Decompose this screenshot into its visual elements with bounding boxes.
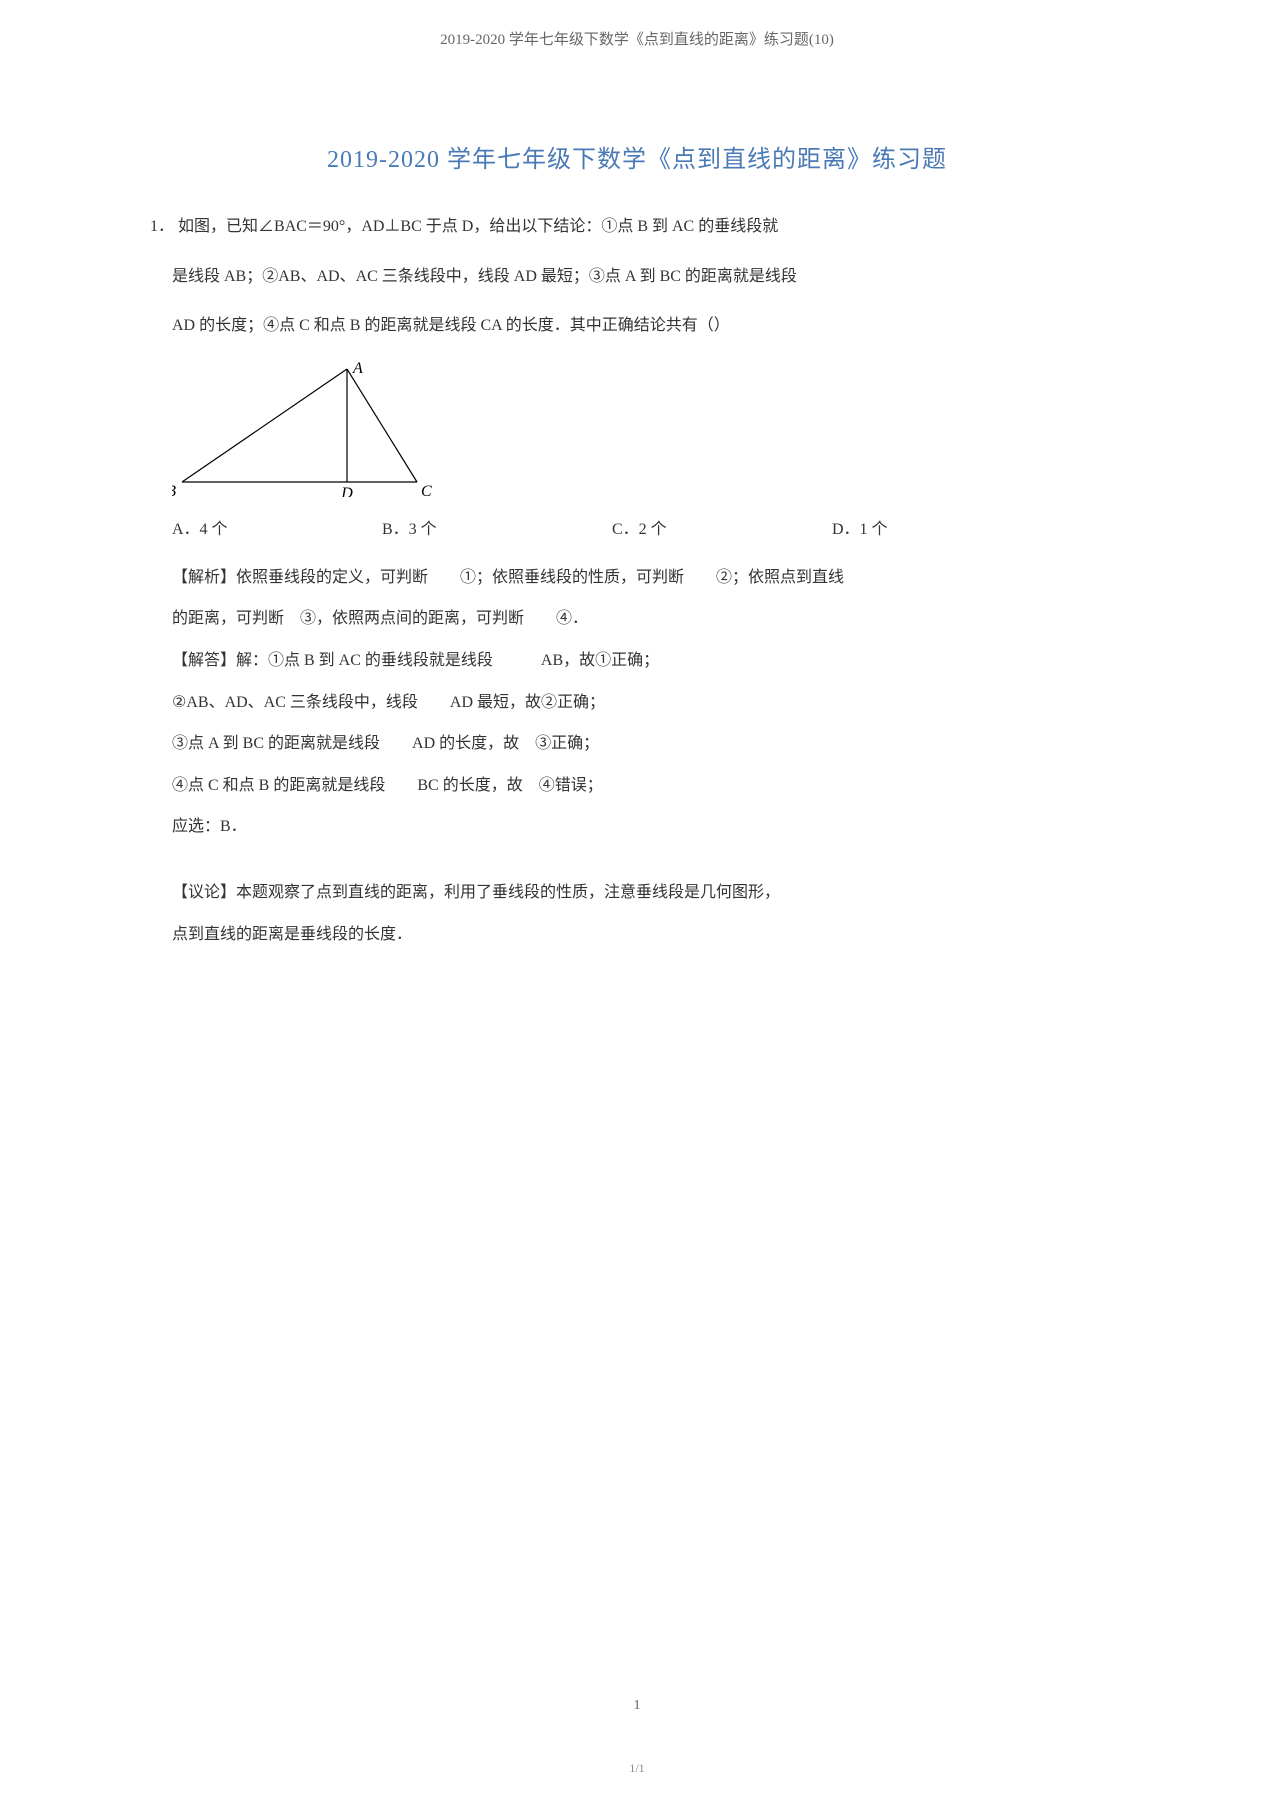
discussion-line-2: 点到直线的距离是垂线段的长度． (172, 914, 1124, 956)
svg-text:D: D (340, 485, 353, 497)
question-line-2: 是线段 AB；②AB、AD、AC 三条线段中，线段 AD 最短；③点 A 到 B… (172, 256, 1124, 298)
question-line-1: 1．如图，已知∠BAC＝90°，AD⊥BC 于点 D，给出以下结论：①点 B 到… (150, 206, 1124, 248)
discussion-line-1: 【议论】本题观察了点到直线的距离，利用了垂线段的性质，注意垂线段是几何图形， (172, 872, 1124, 914)
svg-text:A: A (352, 360, 363, 377)
page-header: 2019-2020 学年七年级下数学《点到直线的距离》练习题(10) (0, 0, 1274, 49)
analysis-line-1: 【解析】依照垂线段的定义，可判断 ①；依照垂线段的性质，可判断 ②；依照点到直线 (172, 557, 1124, 599)
question-text-1: 如图，已知∠BAC＝90°，AD⊥BC 于点 D，给出以下结论：①点 B 到 A… (178, 218, 778, 235)
header-text: 2019-2020 学年七年级下数学《点到直线的距离》练习题(10) (440, 32, 834, 48)
main-title: 2019-2020 学年七年级下数学《点到直线的距离》练习题 (150, 139, 1124, 174)
svg-text:B: B (172, 483, 176, 497)
option-b: B．3 个 (382, 515, 612, 539)
solution-line-3: ③点 A 到 BC 的距离就是线段 AD 的长度，故 ③正确； (172, 723, 1124, 765)
question-line-3: AD 的长度；④点 C 和点 B 的距离就是线段 CA 的长度．其中正确结论共有… (172, 305, 1124, 347)
triangle-diagram: A B D C (172, 357, 432, 497)
options-row: A．4 个 B．3 个 C．2 个 D．1 个 (172, 515, 1124, 539)
option-c: C．2 个 (612, 515, 832, 539)
analysis-line-2: 的距离，可判断 ③，依照两点间的距离，可判断 ④． (172, 598, 1124, 640)
page-fraction: 1/1 (0, 1761, 1274, 1776)
solution-line-1: 【解答】解：①点 B 到 AC 的垂线段就是线段 AB，故①正确； (172, 640, 1124, 682)
option-d: D．1 个 (832, 515, 982, 539)
svg-text:C: C (421, 483, 432, 497)
solution-line-4: ④点 C 和点 B 的距离就是线段 BC 的长度，故 ④错误； (172, 765, 1124, 807)
page-number: 1 (0, 1698, 1274, 1714)
document-content: 2019-2020 学年七年级下数学《点到直线的距离》练习题 1．如图，已知∠B… (0, 49, 1274, 955)
geometry-figure: A B D C (172, 357, 1124, 497)
solution-line-5: 应选：B． (172, 806, 1124, 848)
question-number: 1． (150, 218, 174, 235)
solution-line-2: ②AB、AD、AC 三条线段中，线段 AD 最短，故②正确； (172, 682, 1124, 724)
option-a: A．4 个 (172, 515, 382, 539)
